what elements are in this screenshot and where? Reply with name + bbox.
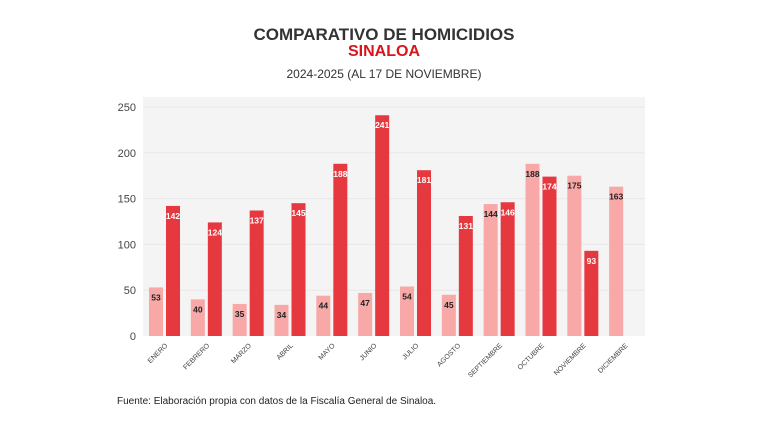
x-tick-label: ENERO: [147, 342, 170, 365]
data-label: 188: [333, 169, 347, 179]
data-label: 34: [277, 310, 287, 320]
data-label: 131: [459, 221, 473, 231]
data-label: 175: [567, 181, 581, 191]
x-tick-label: NOVIEMBRE: [553, 342, 588, 377]
bar: [500, 202, 515, 336]
x-tick-label: JUNIO: [359, 342, 379, 362]
x-tick-label: MAYO: [318, 342, 338, 362]
bar: [190, 299, 205, 336]
plot-area: [143, 97, 645, 336]
chart-title: COMPARATIVO DE HOMICIDIOS: [253, 25, 515, 44]
chart-subtitle: 2024-2025 (AL 17 DE NOVIEMBRE): [286, 67, 482, 81]
x-tick-label: ABRIL: [276, 342, 295, 361]
data-label: 181: [417, 175, 431, 185]
data-label: 163: [609, 192, 623, 202]
data-label: 145: [291, 208, 305, 218]
x-tick-label: SEPTIEMBRE: [467, 342, 504, 379]
bar: [333, 163, 348, 336]
bar: [458, 216, 473, 336]
data-label: 45: [444, 300, 454, 310]
data-label: 44: [319, 301, 329, 311]
data-label: 241: [375, 120, 389, 130]
data-label: 54: [402, 292, 412, 302]
x-tick-label: FEBRERO: [182, 342, 211, 371]
data-label: 144: [484, 209, 498, 219]
bar: [609, 186, 624, 336]
bar: [375, 115, 390, 336]
bar: [358, 292, 373, 336]
bar: [291, 203, 306, 336]
data-label: 137: [250, 216, 264, 226]
data-label: 174: [542, 182, 556, 192]
bar: [249, 210, 264, 336]
data-label: 124: [208, 227, 222, 237]
data-label: 47: [360, 298, 370, 308]
data-label: 35: [235, 309, 245, 319]
bar: [232, 303, 247, 336]
bar: [441, 294, 456, 336]
source-note: Fuente: Elaboración propia con datos de …: [117, 396, 437, 407]
data-label: 142: [166, 211, 180, 221]
x-tick-label: JULIO: [401, 342, 420, 361]
y-tick-label: 250: [118, 102, 136, 114]
y-tick-label: 100: [118, 239, 136, 251]
bar: [274, 304, 289, 336]
data-label: 146: [501, 207, 515, 217]
bar: [483, 204, 498, 336]
y-tick-label: 0: [130, 331, 136, 343]
data-label: 93: [587, 256, 597, 266]
bar: [567, 175, 582, 336]
x-tick-label: AGOSTO: [436, 342, 462, 368]
chart-subtitle-highlight: SINALOA: [348, 43, 420, 60]
bar: [542, 176, 557, 336]
x-tick-label: OCTUBRE: [517, 342, 546, 371]
bar: [149, 287, 163, 336]
y-tick-label: 150: [118, 194, 136, 206]
bar: [584, 250, 599, 336]
x-tick-label: DICIEMBRE: [597, 342, 630, 375]
x-tick-label: MARZO: [230, 342, 253, 365]
bar: [166, 205, 180, 336]
data-label: 40: [193, 304, 203, 314]
bar: [207, 222, 222, 336]
data-label: 188: [525, 169, 539, 179]
bar: [400, 286, 414, 336]
bar: [525, 163, 540, 336]
bar: [316, 295, 331, 336]
bar: [417, 170, 431, 336]
y-tick-label: 200: [118, 148, 136, 160]
y-tick-label: 50: [124, 285, 136, 297]
data-label: 53: [151, 292, 161, 302]
